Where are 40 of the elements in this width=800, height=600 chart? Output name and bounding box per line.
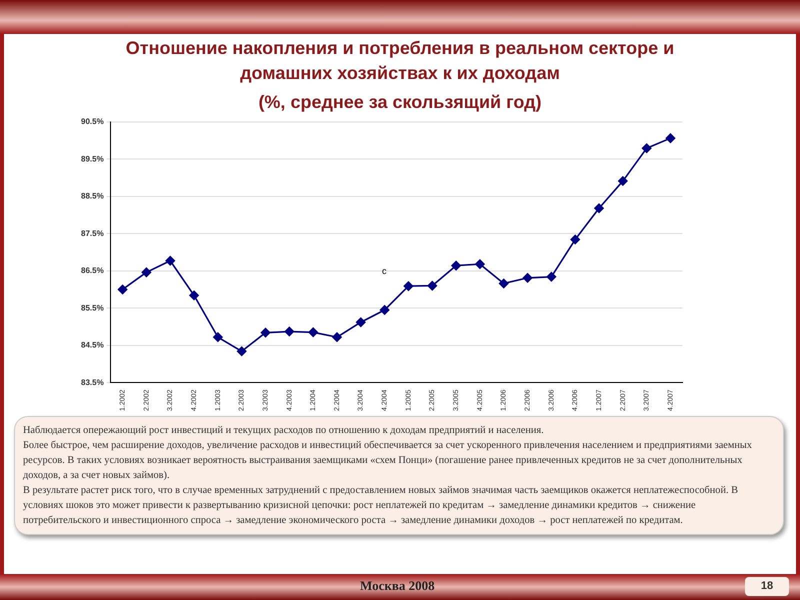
y-tick-label: 89.5% [80,154,104,164]
point [427,280,438,291]
point [284,326,294,336]
point [380,305,390,315]
y-tick-label: 85.5% [80,303,104,312]
y-tick-label: 86.5% [80,266,104,276]
annotation: c [382,266,386,276]
point [666,133,676,143]
text: В результате растет риск того, что в случае временных затруднений с предоставлением новых займов значимая часть заемщиков окажется неплатежеспособной. В условиях шоков это может привести к развертыванию кризисной цепочки: рост неплатежей по кредитам → замедление динамики кредитов → снижение потребительского и инвестиционного спроса → замедление экономического роста → замедление динамики доходов → рост неплатежей по кредитам. [23,484,739,528]
text: Москва 2008 [360,578,435,594]
point [142,268,152,278]
point [332,332,342,342]
point [546,272,556,282]
y-tick-label: 83.5% [80,378,104,387]
point [522,273,532,283]
text: Более быстрое, чем расширение доходов, увеличение расходов и инвестиций обеспечивается за счет ускоренного привлечения населением и предприятиями заемных ресурсов. В таких условиях возникает вероятность выстраивания заемщиками «схем Понци» (погашение ранее привлеченных кредитов не за счет дополнительных доходов, а за счет новых займов). [23,439,753,483]
point [498,278,509,288]
point [618,176,628,186]
text: Наблюдается опережающий рост инвестиций и текущих расходов по отношению к доходам предприятий и населения. [23,424,545,438]
point [260,328,270,338]
point [475,259,485,269]
point [236,346,246,356]
point [356,317,366,328]
y-tick-label: 87.5% [80,228,104,238]
point [213,332,223,342]
chart-title: Отношение накопления и потребления в реальном секторе и домашних хозяйствах к их доходам [124,37,676,85]
point [451,260,461,270]
chart-subtitle: (%, среднее за скользящий год) [257,92,543,113]
point [404,281,414,291]
y-tick-label: 90.5% [80,117,104,126]
point [118,284,128,294]
y-tick-label: 84.5% [80,340,104,350]
point [189,290,199,300]
point [308,327,318,338]
point [642,143,652,154]
point [570,234,580,244]
text: 18 [745,577,789,596]
y-tick-label: 88.5% [80,192,104,201]
point [594,203,604,214]
point [165,256,176,266]
